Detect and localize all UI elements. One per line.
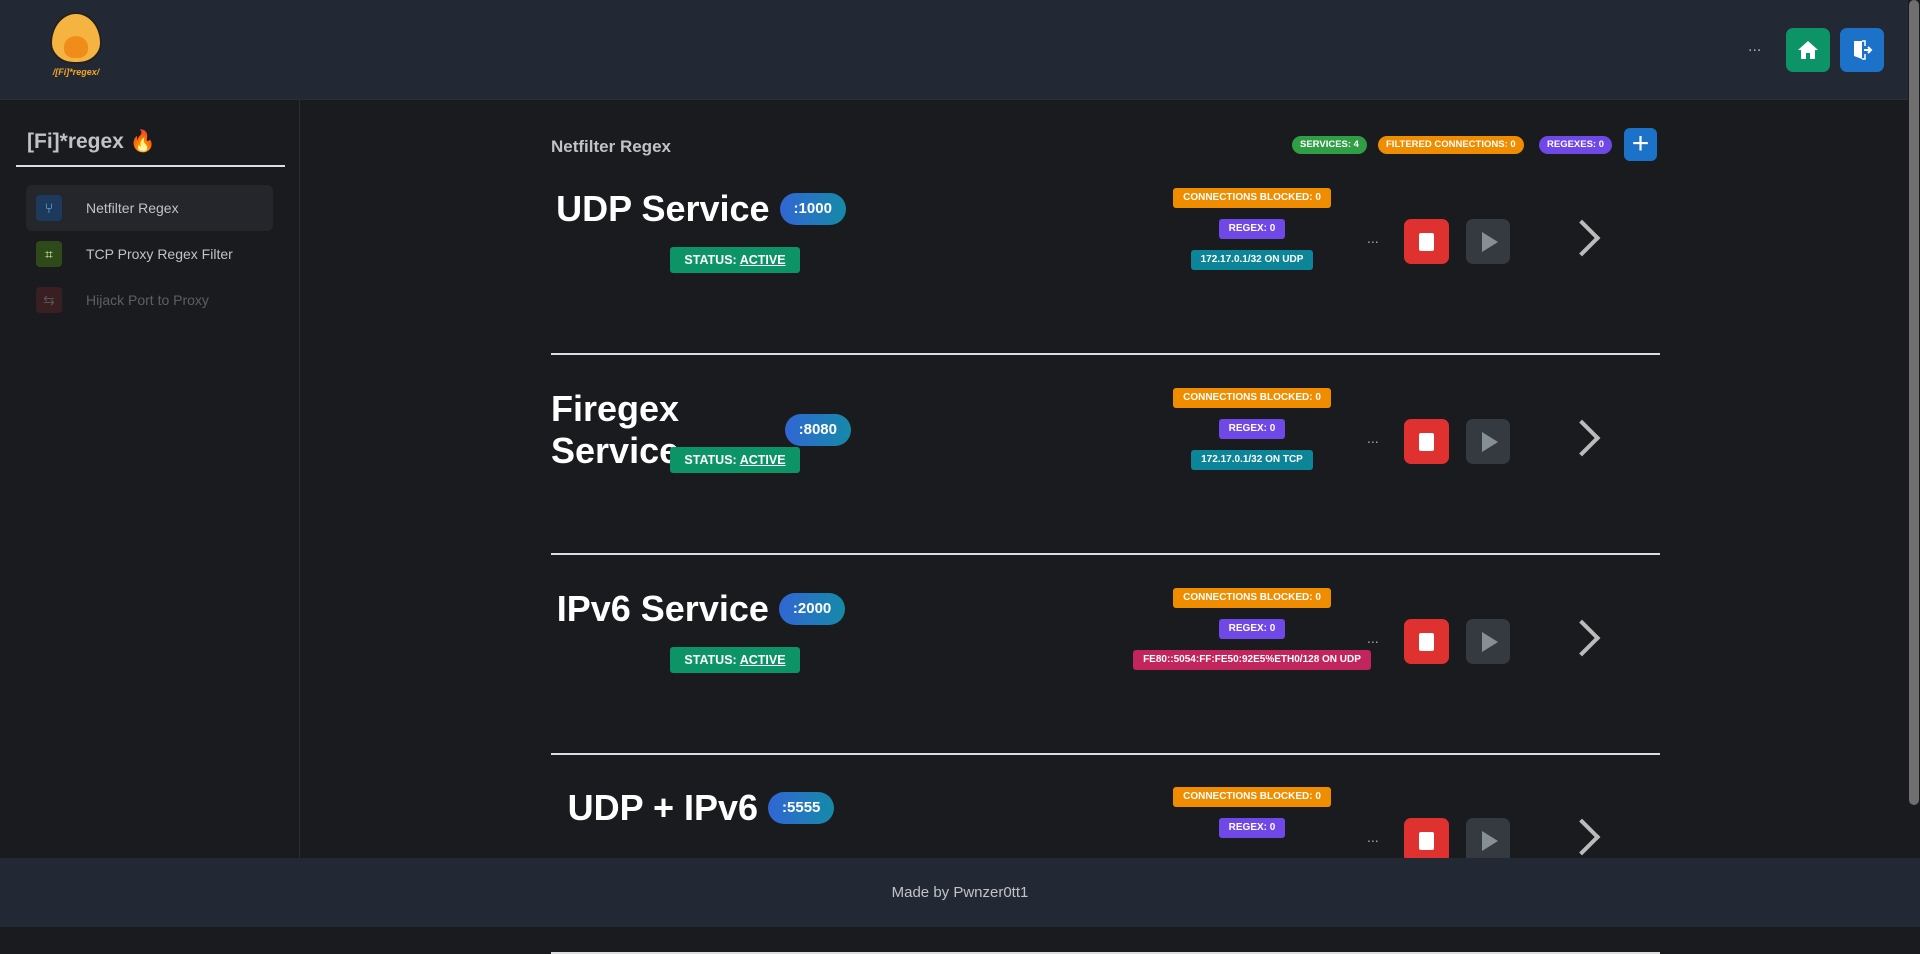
service-menu-button[interactable]: ... (1367, 430, 1379, 446)
port-badge: :5555 (768, 792, 835, 824)
status-badge: STATUS: ACTIVE (670, 647, 800, 673)
more-menu-button[interactable]: ... (1748, 38, 1762, 55)
regex-count-badge: REGEX: 0 (1218, 219, 1286, 239)
service-row[interactable]: IPv6 Service :2000 STATUS: ACTIVE CONNECT… (551, 555, 1661, 755)
home-button[interactable] (1786, 28, 1830, 72)
service-menu-button[interactable]: ... (1367, 630, 1379, 646)
logout-icon (1854, 40, 1873, 60)
stop-button[interactable] (1404, 419, 1449, 464)
service-name: UDP + IPv6 (567, 787, 759, 828)
connections-blocked-badge: CONNECTIONS BLOCKED: 0 (1173, 188, 1331, 208)
stop-button[interactable] (1404, 818, 1449, 863)
connections-blocked-badge: CONNECTIONS BLOCKED: 0 (1173, 787, 1331, 807)
divider (551, 553, 1660, 555)
services-count-badge: SERVICES: 4 (1292, 136, 1367, 154)
status-value: ACTIVE (739, 453, 786, 467)
connections-blocked-badge: CONNECTIONS BLOCKED: 0 (1173, 588, 1331, 608)
flame-icon (50, 12, 102, 64)
filtered-connections-badge: FILTERED CONNECTIONS: 0 (1378, 136, 1524, 154)
status-value: ACTIVE (739, 253, 786, 267)
scrollbar-thumb[interactable] (1909, 0, 1919, 805)
home-icon (1798, 41, 1818, 59)
scrollbar[interactable] (1908, 0, 1920, 858)
start-button[interactable] (1466, 219, 1510, 264)
divider (551, 753, 1660, 755)
service-menu-button[interactable]: ... (1367, 829, 1379, 845)
divider (551, 353, 1660, 355)
stop-icon (1419, 432, 1434, 451)
regex-count-badge: REGEX: 0 (1218, 619, 1286, 639)
top-header: /[Fi]*regex/ ... (0, 0, 1908, 100)
chevron-right-icon[interactable] (1563, 619, 1601, 657)
divider (16, 165, 285, 167)
port-badge: :2000 (778, 593, 846, 625)
firegex-logo[interactable]: /[Fi]*regex/ (44, 12, 108, 84)
stop-icon (1419, 831, 1434, 850)
crop-icon: ⌗ (36, 241, 62, 267)
address-badge: FE80::5054:FF:FE50:92E5%ETH0/128 ON UDP (1133, 650, 1371, 670)
port-badge: :1000 (779, 193, 846, 225)
fire-icon: 🔥 (129, 130, 156, 153)
play-icon (1482, 231, 1498, 252)
sidebar (0, 100, 300, 858)
chevron-right-icon[interactable] (1563, 818, 1601, 856)
sidebar-item-netfilter-regex[interactable]: ⑂ Netfilter Regex (26, 185, 273, 231)
sidebar-title: [Fi]*regex 🔥 (27, 130, 156, 153)
stop-icon (1419, 232, 1434, 251)
play-icon (1482, 631, 1498, 652)
status-badge: STATUS: ACTIVE (670, 447, 800, 473)
start-button[interactable] (1466, 619, 1510, 664)
chevron-right-icon[interactable] (1563, 419, 1601, 457)
regex-count-badge: REGEX: 0 (1218, 818, 1286, 838)
stop-button[interactable] (1404, 219, 1449, 264)
git-fork-icon: ⑂ (36, 195, 62, 221)
page-title: Netfilter Regex (551, 137, 671, 156)
logout-button[interactable] (1840, 28, 1884, 72)
service-row[interactable]: Firegex Service :8080 STATUS: ACTIVE CONN… (551, 355, 1661, 555)
stop-button[interactable] (1404, 619, 1449, 664)
start-button[interactable] (1466, 419, 1510, 464)
port-badge: :8080 (784, 414, 851, 446)
service-name: UDP Service (556, 188, 770, 229)
footer: Made by Pwnzer0tt1 (0, 858, 1920, 927)
address-badge: 172.17.0.1/32 ON TCP (1191, 450, 1313, 470)
add-service-button[interactable]: + (1624, 128, 1657, 161)
address-badge: 172.17.0.1/32 ON UDP (1190, 250, 1314, 270)
status-value: ACTIVE (739, 653, 786, 667)
service-menu-button[interactable]: ... (1367, 230, 1379, 246)
service-name: IPv6 Service (556, 588, 769, 629)
regex-count-badge: REGEX: 0 (1218, 419, 1286, 439)
start-button[interactable] (1466, 818, 1510, 863)
stop-icon (1419, 632, 1434, 651)
sidebar-item-tcp-proxy[interactable]: ⌗ TCP Proxy Regex Filter (26, 231, 273, 277)
chevron-right-icon[interactable] (1563, 219, 1601, 257)
connections-blocked-badge: CONNECTIONS BLOCKED: 0 (1173, 388, 1331, 408)
sidebar-item-hijack-port[interactable]: ⇆ Hijack Port to Proxy (26, 277, 273, 323)
service-name: Firegex Service (551, 388, 680, 471)
play-icon (1482, 431, 1498, 452)
regexes-count-badge: REGEXES: 0 (1539, 136, 1613, 154)
status-badge: STATUS: ACTIVE (670, 247, 800, 273)
play-icon (1482, 830, 1498, 851)
service-row[interactable]: UDP Service :1000 STATUS: ACTIVE CONNECTI… (551, 155, 1661, 355)
split-arrows-icon: ⇆ (36, 287, 62, 313)
